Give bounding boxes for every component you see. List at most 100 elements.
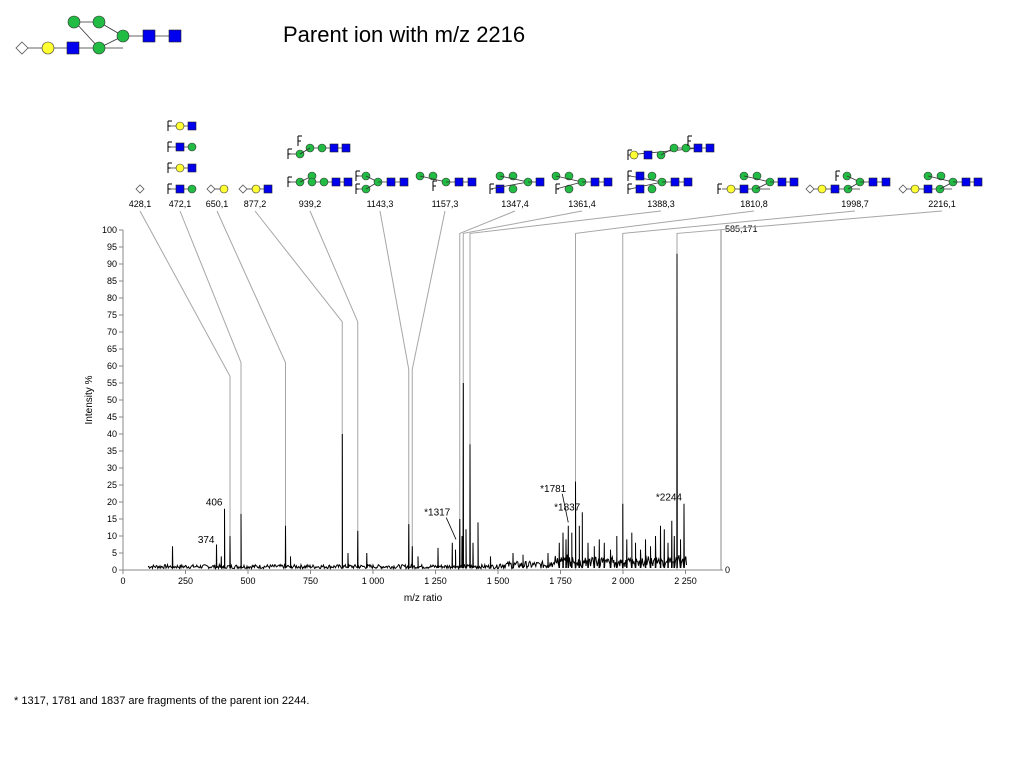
y-tick-label: 95 xyxy=(107,242,117,252)
glcnac-square-icon xyxy=(683,177,693,187)
glcnac-square-icon xyxy=(693,143,703,153)
glcnac-square-icon xyxy=(603,177,613,187)
mannose-circle-icon xyxy=(564,171,574,181)
y-tick-label: 55 xyxy=(107,378,117,388)
glcnac-square-icon xyxy=(175,142,185,152)
glcnac-square-icon xyxy=(187,121,197,131)
y-axis-label: Intensity % xyxy=(84,375,95,424)
glcnac-square-icon xyxy=(454,177,464,187)
glycan-bond xyxy=(629,181,663,190)
glcnac-square-icon xyxy=(66,41,80,55)
xylose-diamond-icon xyxy=(135,184,145,194)
glcnac-square-icon xyxy=(331,177,341,187)
slide-title: Parent ion with m/z 2216 xyxy=(283,22,526,47)
galactose-circle-icon xyxy=(175,163,185,173)
y-tick-label: 25 xyxy=(107,480,117,490)
peak-annotation: *1317 xyxy=(424,508,451,519)
y-tick-label: 10 xyxy=(107,531,117,541)
glcnac-square-icon xyxy=(635,171,645,181)
connector-line xyxy=(254,210,343,570)
galactose-circle-icon xyxy=(726,184,736,194)
mannose-circle-icon xyxy=(681,143,691,153)
glycan-bond xyxy=(499,175,529,183)
connector-line xyxy=(379,210,410,570)
peak-annotation: *1837 xyxy=(554,503,581,514)
y-tick-label: 75 xyxy=(107,310,117,320)
y-tick-label: 35 xyxy=(107,446,117,456)
glcnac-square-icon xyxy=(777,177,787,187)
glcnac-square-icon xyxy=(467,177,477,187)
x-tick-label: 250 xyxy=(178,576,193,586)
fucose-mark-icon xyxy=(297,135,302,146)
mannose-circle-icon xyxy=(116,29,130,43)
y-tick-label: 45 xyxy=(107,412,117,422)
y-tick-label: 100 xyxy=(102,225,117,235)
glcnac-square-icon xyxy=(399,177,409,187)
y-tick-label: 70 xyxy=(107,327,117,337)
mannose-circle-icon xyxy=(669,143,679,153)
glcnac-square-icon xyxy=(670,177,680,187)
glycan-bond xyxy=(299,147,311,155)
annotation-leader xyxy=(561,493,569,523)
connector-line xyxy=(459,210,516,570)
x-tick-label: 0 xyxy=(120,576,125,586)
glcnac-square-icon xyxy=(168,29,182,43)
structure-mass-label: 1810,8 xyxy=(740,199,768,209)
y-tick-label: 20 xyxy=(107,497,117,507)
glcnac-square-icon xyxy=(535,177,545,187)
structure-mass-label: 877,2 xyxy=(244,199,267,209)
mannose-circle-icon xyxy=(67,15,81,29)
structure-mass-label: 650,1 xyxy=(206,199,229,209)
right-axis-top-label: 585,171 xyxy=(725,224,758,234)
glycan-bond xyxy=(419,175,447,183)
glcnac-square-icon xyxy=(263,184,273,194)
mannose-circle-icon xyxy=(508,184,518,194)
y-tick-label: 60 xyxy=(107,361,117,371)
galactose-circle-icon xyxy=(219,184,229,194)
x-tick-label: 2 250 xyxy=(674,576,697,586)
y-tick-label: 80 xyxy=(107,293,117,303)
structure-mass-label: 2216,1 xyxy=(928,199,956,209)
structure-mass-label: 428,1 xyxy=(129,199,152,209)
connector-line xyxy=(462,210,583,570)
right-axis-bottom-label: 0 xyxy=(725,565,730,575)
glcnac-square-icon xyxy=(961,177,971,187)
y-tick-label: 65 xyxy=(107,344,117,354)
connector-line xyxy=(216,210,286,570)
galactose-circle-icon xyxy=(41,41,55,55)
glcnac-square-icon xyxy=(343,177,353,187)
y-tick-label: 0 xyxy=(112,565,117,575)
glcnac-square-icon xyxy=(868,177,878,187)
fucose-mark-icon xyxy=(687,135,692,146)
y-tick-label: 50 xyxy=(107,395,117,405)
galactose-circle-icon xyxy=(629,150,639,160)
spectrum-trace xyxy=(147,253,687,571)
mannose-circle-icon xyxy=(936,171,946,181)
xylose-diamond-icon xyxy=(206,184,216,194)
fucose-mark-icon xyxy=(835,170,840,181)
glcnac-square-icon xyxy=(175,184,185,194)
connector-line xyxy=(575,210,755,570)
annotation-leader xyxy=(445,517,457,540)
mannose-circle-icon xyxy=(187,184,197,194)
glcnac-square-icon xyxy=(881,177,891,187)
structure-mass-label: 1388,3 xyxy=(647,199,675,209)
mannose-circle-icon xyxy=(307,177,317,187)
glcnac-square-icon xyxy=(187,163,197,173)
peak-annotation: 406 xyxy=(206,497,223,508)
glcnac-square-icon xyxy=(923,184,933,194)
glycan-bond xyxy=(489,181,529,190)
structure-mass-label: 472,1 xyxy=(169,199,192,209)
xylose-diamond-icon xyxy=(238,184,248,194)
y-tick-label: 5 xyxy=(112,548,117,558)
fucose-mark-icon xyxy=(717,183,722,194)
x-axis-label: m/z ratio xyxy=(404,593,443,604)
mannose-circle-icon xyxy=(647,184,657,194)
glcnac-square-icon xyxy=(341,143,351,153)
connector-line xyxy=(411,210,446,570)
glcnac-square-icon xyxy=(590,177,600,187)
peak-annotation: *1781 xyxy=(540,484,567,495)
x-tick-label: 2 000 xyxy=(612,576,635,586)
peak-annotation: 374 xyxy=(198,535,215,546)
